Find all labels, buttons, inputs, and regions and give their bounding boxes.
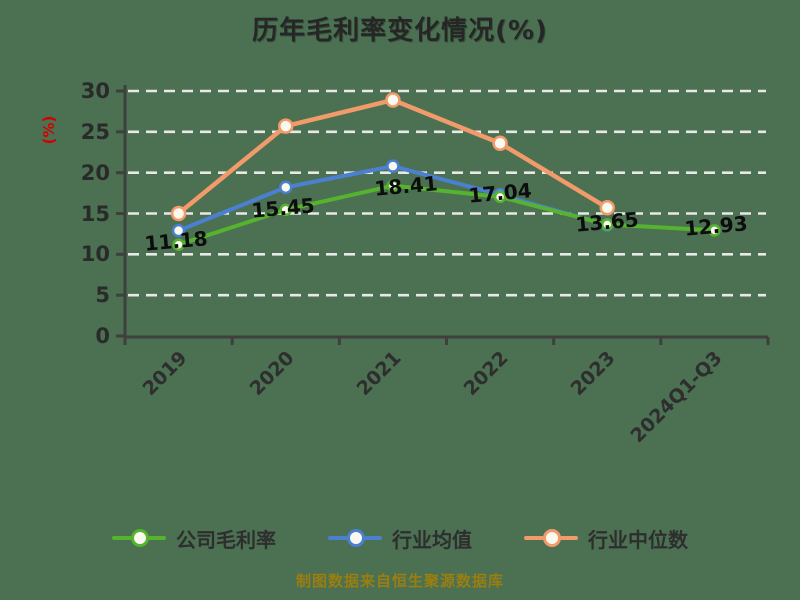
chart-title: 历年毛利率变化情况(%) [252,16,548,46]
y-tick-label-10: 10 [80,242,110,267]
series-point-公司毛利率 [493,190,507,204]
series-point-公司毛利率 [708,224,721,237]
series-point-行业中位数 [385,92,401,108]
legend-item-company[interactable]: 公司毛利率 [112,524,276,553]
legend-label-industry-avg: 行业均值 [392,527,472,552]
series-point-行业均值 [386,159,400,173]
y-tick-label-0: 0 [95,324,110,348]
data-source-note: 制图数据来自恒生聚源数据库 [295,572,504,590]
series-point-行业中位数 [492,135,508,152]
legend-item-industry-avg[interactable]: 行业均值 [328,524,472,553]
industry-median-line-marker-icon [524,528,578,548]
y-tick-label-5: 5 [95,283,110,308]
y-tick-label-30: 30 [80,79,110,103]
series-point-公司毛利率 [172,238,185,251]
y-tick-label-20: 20 [80,160,110,185]
series-point-公司毛利率 [386,179,400,192]
y-tick-label-15: 15 [80,201,110,226]
series-point-行业中位数 [278,118,294,134]
legend-item-industry-median[interactable]: 行业中位数 [524,524,688,553]
series-point-公司毛利率 [279,203,292,217]
legend-label-company: 公司毛利率 [176,527,276,552]
series-point-行业中位数 [599,200,615,216]
series-point-行业均值 [171,223,186,238]
series-point-行业中位数 [170,205,187,222]
legend-label-industry-median: 行业中位数 [588,527,688,552]
series-point-行业均值 [279,180,293,195]
series-line-公司毛利率 [176,183,717,247]
company-line-marker-icon [112,528,166,548]
series-point-公司毛利率 [601,218,614,231]
industry-avg-line-marker-icon [328,528,382,548]
legend: 公司毛利率 行业均值 行业中位数 [0,520,800,556]
y-tick-label-25: 25 [80,119,110,144]
